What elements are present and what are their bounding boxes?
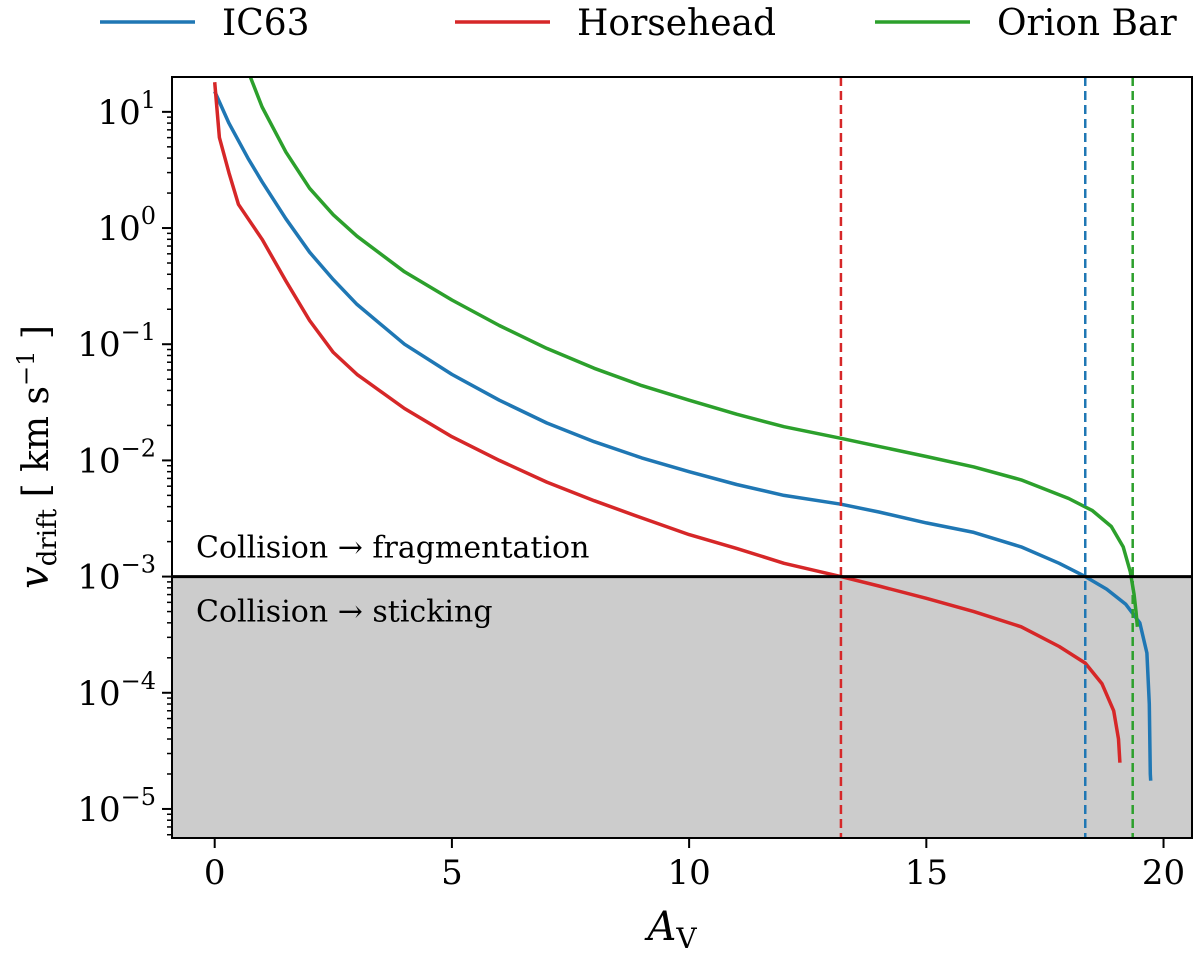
axis-titles: AV vdrift [ km s−1 ] <box>12 325 697 955</box>
x-tick-label: 15 <box>905 853 948 893</box>
y-tick-label: 10−1 <box>77 318 156 365</box>
series-line-horsehead <box>212 82 1122 763</box>
plot-frame <box>171 76 1193 839</box>
x-tick-label: 0 <box>204 853 226 893</box>
y-tick-label: 100 <box>97 202 156 249</box>
series-line-ic63 <box>213 90 1153 781</box>
x-axis: 0 5 10 15 20 <box>204 838 1185 893</box>
legend-label-horsehead: Horsehead <box>577 3 776 44</box>
y-tick-label: 10−2 <box>77 434 156 481</box>
y-axis-title: vdrift [ km s−1 ] <box>12 325 63 589</box>
y-axis: 101 100 10−1 10−2 10−3 10−4 10−5 <box>77 86 172 836</box>
label-fragmentation: Collision → fragmentation <box>196 531 589 566</box>
legend: IC63 Horsehead Orion Bar <box>100 3 1177 44</box>
legend-label-orion-bar: Orion Bar <box>997 3 1177 44</box>
y-tick-label: 10−3 <box>77 551 156 598</box>
y-tick-label: 10−4 <box>77 667 156 714</box>
x-tick-label: 5 <box>441 853 463 893</box>
y-tick-label: 10−5 <box>77 783 156 830</box>
y-tick-label: 101 <box>97 86 156 133</box>
x-tick-label: 20 <box>1142 853 1185 893</box>
legend-label-ic63: IC63 <box>222 3 310 44</box>
sticking-region <box>172 576 1192 838</box>
series-line-orion-bar <box>248 77 1140 627</box>
series-group <box>212 77 1153 838</box>
label-sticking: Collision → sticking <box>196 595 493 630</box>
plot-area: Collision → fragmentation Collision → sti… <box>171 76 1193 839</box>
x-tick-label: 10 <box>667 853 710 893</box>
x-axis-title: AV <box>643 904 697 955</box>
